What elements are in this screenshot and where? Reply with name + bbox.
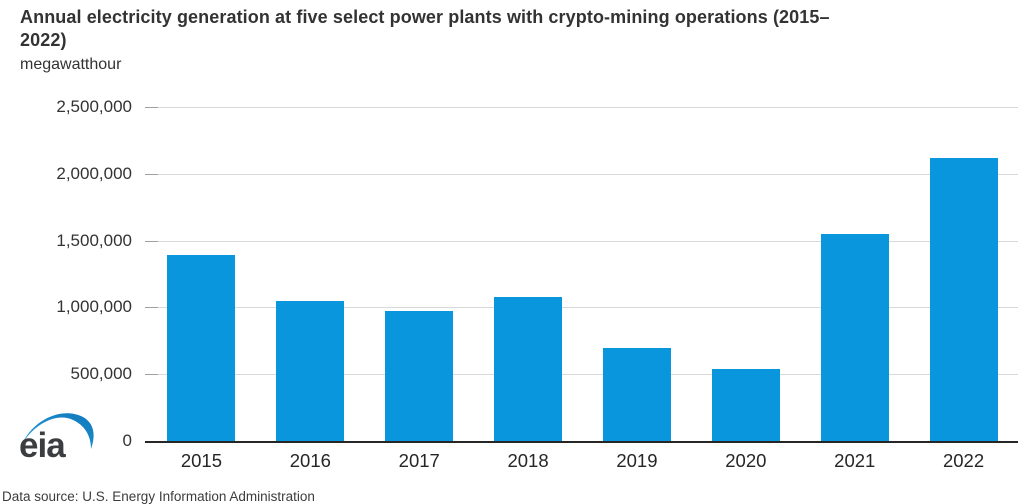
source-caption: Data source: U.S. Energy Information Adm…	[2, 489, 315, 504]
y-gridline	[147, 174, 1018, 175]
x-axis-label-2021: 2021	[834, 450, 876, 471]
x-axis-label-2018: 2018	[507, 450, 549, 471]
y-axis-tick	[145, 241, 158, 242]
chart-title-line-2: 2022)	[20, 30, 67, 50]
bar-2022	[929, 157, 998, 441]
y-axis-label: 2,000,000	[56, 164, 132, 183]
x-axis-label-2022: 2022	[942, 450, 985, 471]
y-axis-label: 500,000	[70, 364, 132, 383]
bar-2019	[602, 347, 671, 441]
y-axis-tick	[145, 307, 158, 308]
bar-2015	[167, 255, 236, 441]
chart-title: Annual electricity generation at five se…	[20, 6, 1010, 52]
y-gridline	[147, 374, 1018, 375]
eia-logo-text: eia	[19, 426, 66, 465]
bar-2021	[820, 233, 889, 441]
y-axis-label: 1,000,000	[56, 297, 132, 316]
chart-unit-label: megawatthour	[20, 56, 122, 73]
y-gridline	[147, 107, 1018, 108]
y-gridline	[147, 307, 1018, 308]
y-axis-tick	[145, 174, 158, 175]
x-axis-label-2020: 2020	[725, 450, 767, 471]
y-axis-tick	[145, 374, 158, 375]
bar-2016	[276, 301, 345, 441]
chart-title-line-1: Annual electricity generation at five se…	[20, 7, 830, 27]
y-axis-label: 0	[122, 431, 132, 450]
y-gridline	[147, 241, 1018, 242]
x-axis-line	[145, 441, 1018, 443]
bar-2018	[494, 296, 563, 441]
x-axis-label-2017: 2017	[398, 450, 440, 471]
x-axis-label-2019: 2019	[616, 450, 658, 471]
bar-2020	[711, 368, 780, 441]
y-axis-tick	[145, 107, 158, 108]
x-axis-label-2016: 2016	[289, 450, 331, 471]
y-axis-label: 2,500,000	[56, 97, 132, 116]
x-axis-label-2015: 2015	[180, 450, 223, 471]
y-axis-label: 1,500,000	[56, 231, 132, 250]
bar-2017	[385, 310, 454, 441]
eia-logo: eia	[16, 408, 100, 470]
